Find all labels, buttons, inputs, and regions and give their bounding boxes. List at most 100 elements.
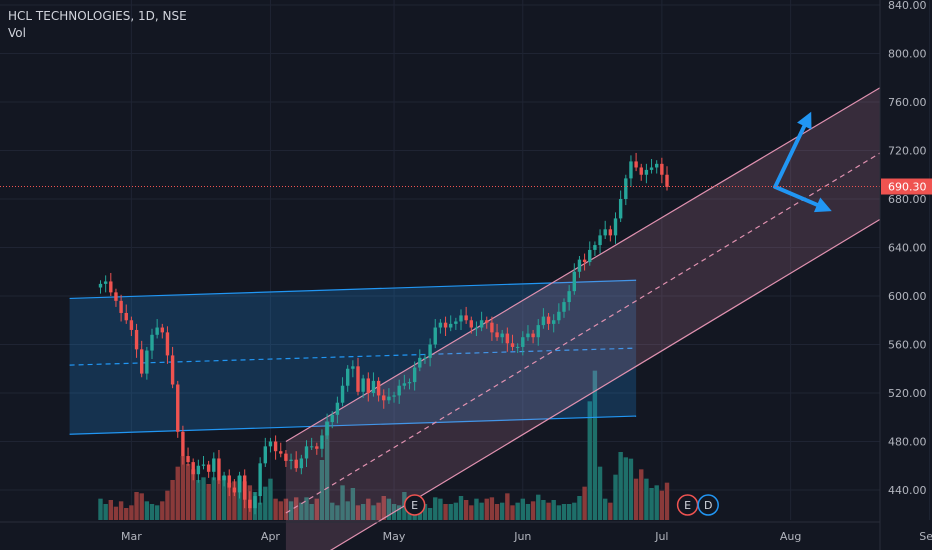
candle-body bbox=[191, 462, 195, 475]
volume-bar bbox=[453, 502, 459, 520]
candle-body bbox=[217, 458, 221, 481]
candle-body bbox=[299, 458, 304, 469]
volume-bar bbox=[206, 484, 211, 520]
volume-bar bbox=[644, 478, 649, 520]
volume-bar bbox=[170, 480, 175, 520]
candle-body bbox=[222, 475, 226, 481]
candle-body bbox=[546, 316, 551, 324]
volume-bar bbox=[191, 469, 196, 520]
candle-body bbox=[212, 458, 216, 472]
channel-fill bbox=[69, 280, 637, 435]
candle-body bbox=[423, 357, 427, 359]
volume-bar bbox=[227, 482, 232, 520]
volume-bar bbox=[489, 497, 495, 520]
candle-body bbox=[315, 446, 319, 449]
volume-bar bbox=[196, 480, 201, 520]
candle-body bbox=[459, 315, 463, 322]
candle-body bbox=[593, 245, 597, 250]
volume-bar bbox=[263, 486, 268, 520]
candle-body bbox=[449, 323, 453, 328]
y-tick-label: 840.00 bbox=[888, 0, 927, 12]
volume-bar bbox=[335, 505, 340, 520]
volume-bar bbox=[376, 502, 381, 520]
y-tick-label: 640.00 bbox=[888, 242, 927, 255]
candle-body bbox=[356, 366, 360, 392]
candle-body bbox=[634, 161, 638, 168]
volume-bar bbox=[592, 370, 598, 520]
candle-body bbox=[500, 333, 504, 338]
candle-body bbox=[376, 380, 381, 396]
candle-body bbox=[186, 456, 190, 463]
volume-bar bbox=[175, 466, 180, 520]
projection-arrow-shaft bbox=[773, 124, 807, 189]
volume-bar bbox=[433, 497, 438, 520]
volume-bar bbox=[278, 501, 283, 520]
event-marker bbox=[697, 494, 719, 516]
volume-bar bbox=[257, 502, 263, 520]
candle-body bbox=[433, 327, 437, 345]
projection-arrows[interactable] bbox=[773, 111, 832, 213]
volume-bar bbox=[113, 506, 119, 520]
candle-body bbox=[309, 446, 314, 448]
pink-regression-channel[interactable] bbox=[285, 87, 881, 550]
volume-bar bbox=[185, 464, 191, 520]
volume-bar bbox=[108, 500, 113, 520]
candle-body bbox=[196, 465, 201, 475]
candle-body bbox=[330, 414, 334, 423]
candle-body bbox=[134, 329, 139, 350]
event-marker-label: E bbox=[684, 499, 691, 512]
candle-body bbox=[109, 281, 113, 293]
volume-bar bbox=[330, 502, 335, 520]
volume-bar bbox=[525, 504, 531, 520]
projection-arrow-head bbox=[813, 197, 832, 213]
last-price-label: 690.30 bbox=[888, 181, 927, 194]
candle-body bbox=[582, 259, 587, 263]
candle-body bbox=[387, 396, 391, 401]
x-tick-label: Jul bbox=[654, 530, 668, 543]
volume-bar bbox=[360, 504, 366, 520]
candle-body bbox=[268, 441, 273, 447]
event-marker-label: E bbox=[411, 499, 418, 512]
channel-upper-line bbox=[285, 87, 881, 443]
candle-body bbox=[320, 435, 324, 449]
event-marker-label: D bbox=[704, 499, 712, 512]
channel-lower-line bbox=[330, 218, 881, 550]
volume-bar bbox=[98, 498, 103, 520]
volume-bar bbox=[597, 466, 603, 520]
volume-bar bbox=[268, 478, 273, 520]
volume-bar bbox=[355, 505, 361, 520]
candle-body bbox=[490, 322, 494, 333]
candle-body bbox=[273, 441, 278, 452]
volume-bar bbox=[201, 477, 206, 520]
candle-body bbox=[407, 382, 412, 384]
candle-body bbox=[382, 395, 386, 401]
candle-body bbox=[443, 322, 448, 328]
candlestick-series bbox=[98, 152, 669, 515]
candle-body bbox=[588, 249, 592, 263]
y-tick-label: 760.00 bbox=[888, 96, 927, 109]
x-axis: Mar Apr May Jun Jul Aug Sep bbox=[0, 521, 932, 543]
blue-regression-channel[interactable] bbox=[69, 279, 637, 435]
candle-body bbox=[181, 431, 185, 457]
channel-upper-line bbox=[69, 279, 637, 300]
volume-bar bbox=[458, 496, 464, 520]
volume-bar bbox=[154, 505, 160, 520]
candle-body bbox=[340, 385, 345, 403]
volume-bar bbox=[288, 501, 294, 520]
candle-body bbox=[304, 446, 309, 459]
grid bbox=[0, 0, 931, 520]
last-price-badge bbox=[881, 178, 932, 195]
y-tick-label: 520.00 bbox=[888, 387, 927, 400]
volume-bar bbox=[232, 481, 237, 520]
x-tick-label: Aug bbox=[780, 530, 801, 543]
last-price-line: 690.30 bbox=[0, 178, 932, 195]
candle-body bbox=[479, 320, 484, 328]
candle-body bbox=[454, 321, 458, 324]
volume-bar bbox=[340, 485, 345, 520]
candle-body bbox=[618, 199, 623, 219]
volume-bar bbox=[221, 476, 227, 520]
volume-bar bbox=[618, 452, 623, 520]
candle-body bbox=[98, 283, 103, 288]
